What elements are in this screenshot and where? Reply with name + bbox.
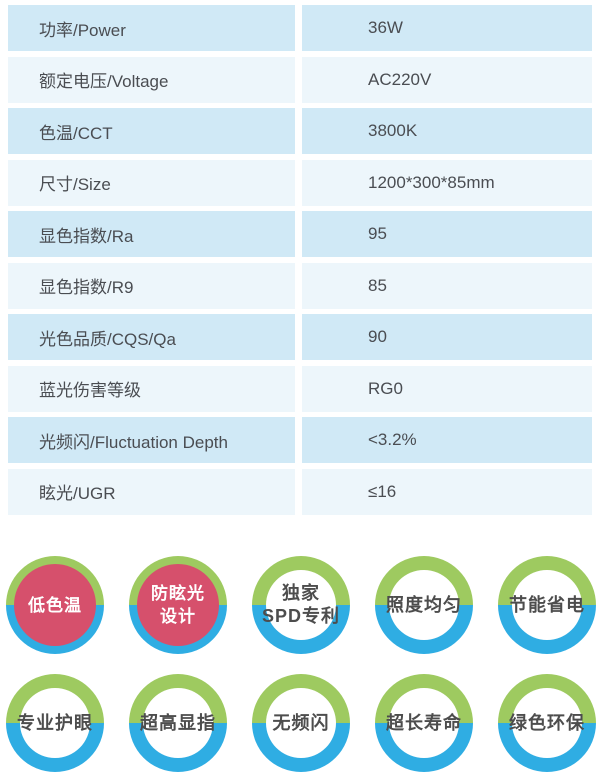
spec-value: ≤16 xyxy=(302,468,592,515)
spec-row-r9: 显色指数/R9 85 xyxy=(8,262,592,309)
badge-line: 节能省电 xyxy=(509,594,585,615)
badge-label: 节能省电 xyxy=(498,556,596,654)
badge-anti-glare-design: 防眩光 设计 xyxy=(129,556,227,654)
badge-line: 独家 xyxy=(282,583,320,603)
badge-long-lifespan: 超长寿命 xyxy=(375,674,473,772)
badge-line: 专业护眼 xyxy=(17,712,93,733)
badge-center xyxy=(137,564,219,646)
badge-center xyxy=(20,688,90,758)
badge-center xyxy=(389,688,459,758)
badge-line: 超高显指 xyxy=(140,712,216,733)
badge-line: SPD专利 xyxy=(261,606,340,626)
badge-line: 超长寿命 xyxy=(386,712,462,733)
spec-value: AC220V xyxy=(302,56,592,103)
badge-center xyxy=(14,564,96,646)
spec-label: 额定电压/Voltage xyxy=(8,56,295,103)
badge-line: 绿色环保 xyxy=(509,712,585,733)
badge-label: 无频闪 xyxy=(252,674,350,772)
spec-table: 功率/Power 36W 额定电压/Voltage AC220V 色温/CCT … xyxy=(8,5,592,515)
badge-label: 超高显指 xyxy=(129,674,227,772)
badge-label: 独家 SPD专利 xyxy=(252,556,350,654)
badge-center xyxy=(266,570,336,640)
badge-line: 照度均匀 xyxy=(386,594,462,615)
badge-center xyxy=(143,688,213,758)
badge-center xyxy=(512,688,582,758)
spec-value: 36W xyxy=(302,5,592,51)
badge-line: 设计 xyxy=(160,607,196,626)
badge-line: 无频闪 xyxy=(272,712,330,733)
spec-row-voltage: 额定电压/Voltage AC220V xyxy=(8,56,592,103)
badge-center xyxy=(512,570,582,640)
spec-label: 显色指数/R9 xyxy=(8,262,295,309)
spec-row-ugr: 眩光/UGR ≤16 xyxy=(8,468,592,515)
spec-row-bluelight: 蓝光伤害等级 RG0 xyxy=(8,365,592,412)
badge-label: 专业护眼 xyxy=(6,674,104,772)
badge-center xyxy=(266,688,336,758)
spec-row-cct: 色温/CCT 3800K xyxy=(8,108,592,154)
badge-center xyxy=(389,570,459,640)
spec-row-ra: 显色指数/Ra 95 xyxy=(8,211,592,257)
feature-badges: 低色温 防眩光 设计 独家 SPD专利 照度均匀 xyxy=(0,556,600,772)
badge-eco-friendly: 绿色环保 xyxy=(498,674,596,772)
badge-label: 绿色环保 xyxy=(498,674,596,772)
badge-no-flicker: 无频闪 xyxy=(252,674,350,772)
feature-badge-row-1: 低色温 防眩光 设计 独家 SPD专利 照度均匀 xyxy=(0,556,600,654)
badge-ultra-high-cri: 超高显指 xyxy=(129,674,227,772)
spec-row-power: 功率/Power 36W xyxy=(8,5,592,51)
spec-label: 蓝光伤害等级 xyxy=(8,365,295,412)
spec-value: 1200*300*85mm xyxy=(302,159,592,206)
spec-label: 显色指数/Ra xyxy=(8,211,295,257)
spec-label: 光色品质/CQS/Qa xyxy=(8,314,295,360)
badge-label: 低色温 xyxy=(6,556,104,654)
badge-professional-eye-care: 专业护眼 xyxy=(6,674,104,772)
spec-row-size: 尺寸/Size 1200*300*85mm xyxy=(8,159,592,206)
spec-value: 90 xyxy=(302,314,592,360)
spec-label: 眩光/UGR xyxy=(8,468,295,515)
spec-value: <3.2% xyxy=(302,417,592,463)
badge-low-color-temp: 低色温 xyxy=(6,556,104,654)
spec-value: 85 xyxy=(302,262,592,309)
badge-energy-saving: 节能省电 xyxy=(498,556,596,654)
badge-label: 照度均匀 xyxy=(375,556,473,654)
spec-label: 功率/Power xyxy=(8,5,295,51)
badge-line: 防眩光 xyxy=(151,584,205,603)
spec-row-flicker: 光频闪/Fluctuation Depth <3.2% xyxy=(8,417,592,463)
spec-label: 尺寸/Size xyxy=(8,159,295,206)
badge-label: 防眩光 设计 xyxy=(129,556,227,654)
badge-line: 低色温 xyxy=(28,595,82,615)
spec-label: 光频闪/Fluctuation Depth xyxy=(8,417,295,463)
feature-badge-row-2: 专业护眼 超高显指 无频闪 超长寿命 xyxy=(0,674,600,772)
badge-label: 超长寿命 xyxy=(375,674,473,772)
badge-exclusive-spd-patent: 独家 SPD专利 xyxy=(252,556,350,654)
spec-label: 色温/CCT xyxy=(8,108,295,154)
spec-value: RG0 xyxy=(302,365,592,412)
badge-uniform-illuminance: 照度均匀 xyxy=(375,556,473,654)
spec-value: 3800K xyxy=(302,108,592,154)
spec-value: 95 xyxy=(302,211,592,257)
spec-row-cqs: 光色品质/CQS/Qa 90 xyxy=(8,314,592,360)
